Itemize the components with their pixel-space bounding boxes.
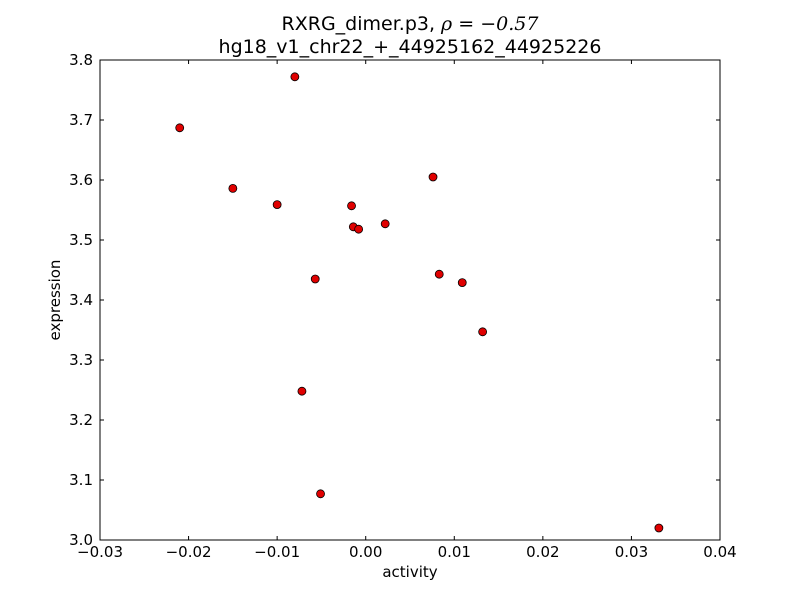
y-tick-label: 3.7: [69, 111, 93, 129]
x-tick-label: −0.01: [254, 543, 300, 561]
data-point: [457, 278, 467, 288]
y-tick-label: 3.8: [69, 51, 93, 69]
y-tick-label: 3.1: [69, 471, 93, 489]
y-tick-label: 3.2: [69, 411, 93, 429]
x-tick-label: 0.03: [615, 543, 648, 561]
data-point: [290, 72, 300, 82]
data-point: [380, 219, 390, 229]
y-tick-label: 3.3: [69, 351, 93, 369]
data-point: [316, 489, 325, 499]
x-tick-label: −0.03: [77, 543, 123, 561]
data-point: [434, 269, 444, 279]
x-tick-label: 0.01: [438, 543, 471, 561]
data-points: [175, 72, 664, 533]
y-axis-ticks: 3.0 3.1 3.2 3.3 3.4 3.5 3.6 3.7 3.8: [69, 51, 720, 549]
data-point: [654, 523, 664, 533]
x-axis-label: activity: [382, 563, 437, 581]
x-tick-label: 0.00: [349, 543, 382, 561]
data-point: [297, 386, 307, 396]
y-tick-label: 3.4: [69, 291, 93, 309]
x-axis-ticks: −0.03 −0.02 −0.01 0.00 0.01 0.02 0.03 0.04: [77, 60, 737, 561]
x-tick-label: −0.02: [166, 543, 212, 561]
chart-title-line2: hg18_v1_chr22_+_44925162_44925226: [219, 36, 602, 58]
data-point: [272, 200, 282, 210]
y-tick-label: 3.5: [69, 231, 93, 249]
data-point: [310, 274, 320, 284]
chart-title-line1: RXRG_dimer.p3, ρ = −0.57: [282, 13, 540, 35]
chart-title-rho: ρ = −0.57: [440, 13, 539, 35]
x-tick-label: 0.04: [703, 543, 736, 561]
y-tick-label: 3.6: [69, 171, 93, 189]
y-axis-label: expression: [46, 260, 64, 341]
y-tick-label: 3.0: [69, 531, 93, 549]
data-point: [175, 123, 185, 133]
data-point: [428, 172, 438, 182]
data-point: [478, 327, 488, 337]
data-point: [354, 224, 364, 234]
chart-title-main: RXRG_dimer.p3,: [282, 13, 442, 35]
data-point: [228, 183, 238, 193]
x-tick-label: 0.02: [526, 543, 559, 561]
data-point: [347, 201, 356, 211]
plot-frame: [99, 59, 721, 541]
